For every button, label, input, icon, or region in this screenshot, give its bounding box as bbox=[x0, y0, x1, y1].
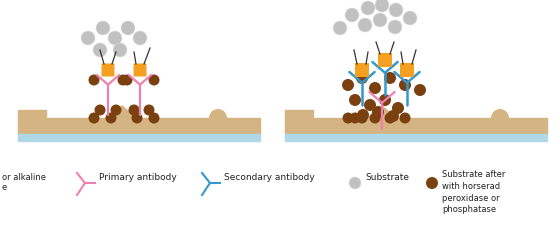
Circle shape bbox=[333, 21, 347, 35]
Circle shape bbox=[384, 72, 396, 84]
Circle shape bbox=[414, 84, 426, 96]
Bar bbox=[285, 110, 313, 118]
Circle shape bbox=[357, 109, 369, 121]
Circle shape bbox=[81, 31, 95, 45]
Circle shape bbox=[128, 104, 139, 116]
Text: Substrate: Substrate bbox=[365, 174, 409, 182]
Polygon shape bbox=[368, 106, 396, 118]
Circle shape bbox=[369, 82, 381, 94]
Circle shape bbox=[121, 21, 135, 35]
Text: or alkaline
e: or alkaline e bbox=[2, 173, 46, 193]
Circle shape bbox=[343, 112, 353, 124]
FancyBboxPatch shape bbox=[378, 53, 392, 67]
Bar bbox=[18, 134, 260, 141]
Circle shape bbox=[364, 99, 376, 111]
Circle shape bbox=[108, 31, 122, 45]
Circle shape bbox=[110, 104, 122, 116]
Circle shape bbox=[209, 109, 227, 127]
Circle shape bbox=[379, 94, 391, 106]
Circle shape bbox=[426, 177, 438, 189]
Circle shape bbox=[399, 79, 411, 91]
Circle shape bbox=[361, 1, 375, 15]
Text: Primary antibody: Primary antibody bbox=[99, 174, 177, 182]
Circle shape bbox=[96, 21, 110, 35]
Circle shape bbox=[387, 110, 399, 122]
FancyBboxPatch shape bbox=[133, 64, 147, 76]
Circle shape bbox=[349, 112, 361, 124]
Circle shape bbox=[358, 18, 372, 32]
Circle shape bbox=[389, 3, 403, 17]
Polygon shape bbox=[108, 106, 136, 118]
Circle shape bbox=[399, 112, 410, 124]
Circle shape bbox=[88, 112, 100, 124]
Circle shape bbox=[113, 43, 127, 57]
Text: Substrate after
with horserad
peroxidase or
phosphatase: Substrate after with horserad peroxidase… bbox=[442, 170, 505, 214]
Circle shape bbox=[133, 31, 147, 45]
Circle shape bbox=[375, 0, 389, 12]
FancyBboxPatch shape bbox=[355, 63, 369, 77]
Circle shape bbox=[388, 20, 402, 34]
Circle shape bbox=[357, 112, 367, 124]
Circle shape bbox=[95, 104, 105, 116]
Circle shape bbox=[491, 109, 509, 127]
FancyBboxPatch shape bbox=[101, 64, 114, 76]
Circle shape bbox=[385, 112, 395, 124]
Circle shape bbox=[403, 11, 417, 25]
Circle shape bbox=[122, 74, 133, 86]
Circle shape bbox=[372, 106, 384, 118]
Bar bbox=[285, 118, 547, 134]
Circle shape bbox=[349, 177, 361, 189]
Circle shape bbox=[93, 43, 107, 57]
Circle shape bbox=[118, 74, 128, 86]
Circle shape bbox=[370, 112, 380, 124]
Circle shape bbox=[132, 112, 142, 124]
Bar bbox=[285, 134, 547, 141]
Circle shape bbox=[148, 112, 160, 124]
Circle shape bbox=[345, 8, 359, 22]
Circle shape bbox=[392, 102, 404, 114]
Circle shape bbox=[373, 13, 387, 27]
Bar bbox=[18, 110, 46, 118]
Text: Secondary antibody: Secondary antibody bbox=[224, 174, 315, 182]
FancyBboxPatch shape bbox=[400, 63, 414, 77]
Bar bbox=[18, 118, 260, 134]
Circle shape bbox=[148, 74, 160, 86]
Circle shape bbox=[143, 104, 155, 116]
Circle shape bbox=[356, 72, 368, 84]
Circle shape bbox=[349, 94, 361, 106]
Circle shape bbox=[342, 79, 354, 91]
Circle shape bbox=[105, 112, 116, 124]
Circle shape bbox=[88, 74, 100, 86]
